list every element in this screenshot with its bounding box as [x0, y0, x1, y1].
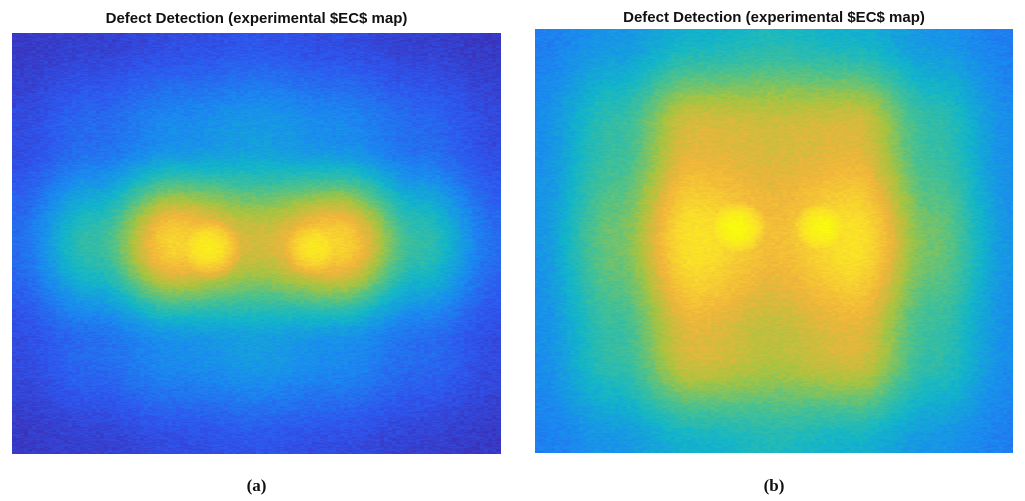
chart-title: Defect Detection (experimental $EC$ map): [105, 10, 408, 27]
heatmap-panel-b: Defect Detection (experimental $EC$ map)…: [535, 0, 1013, 501]
panel-caption-a: (a): [246, 476, 267, 495]
heatmap-panel-a: Defect Detection (experimental $EC$ map)…: [12, 0, 501, 501]
ec-heatmap-b: [535, 29, 1013, 453]
panel-caption-b: (b): [763, 476, 785, 495]
ec-heatmap-a: [12, 33, 501, 454]
chart-title: Defect Detection (experimental $EC$ map): [623, 9, 925, 26]
